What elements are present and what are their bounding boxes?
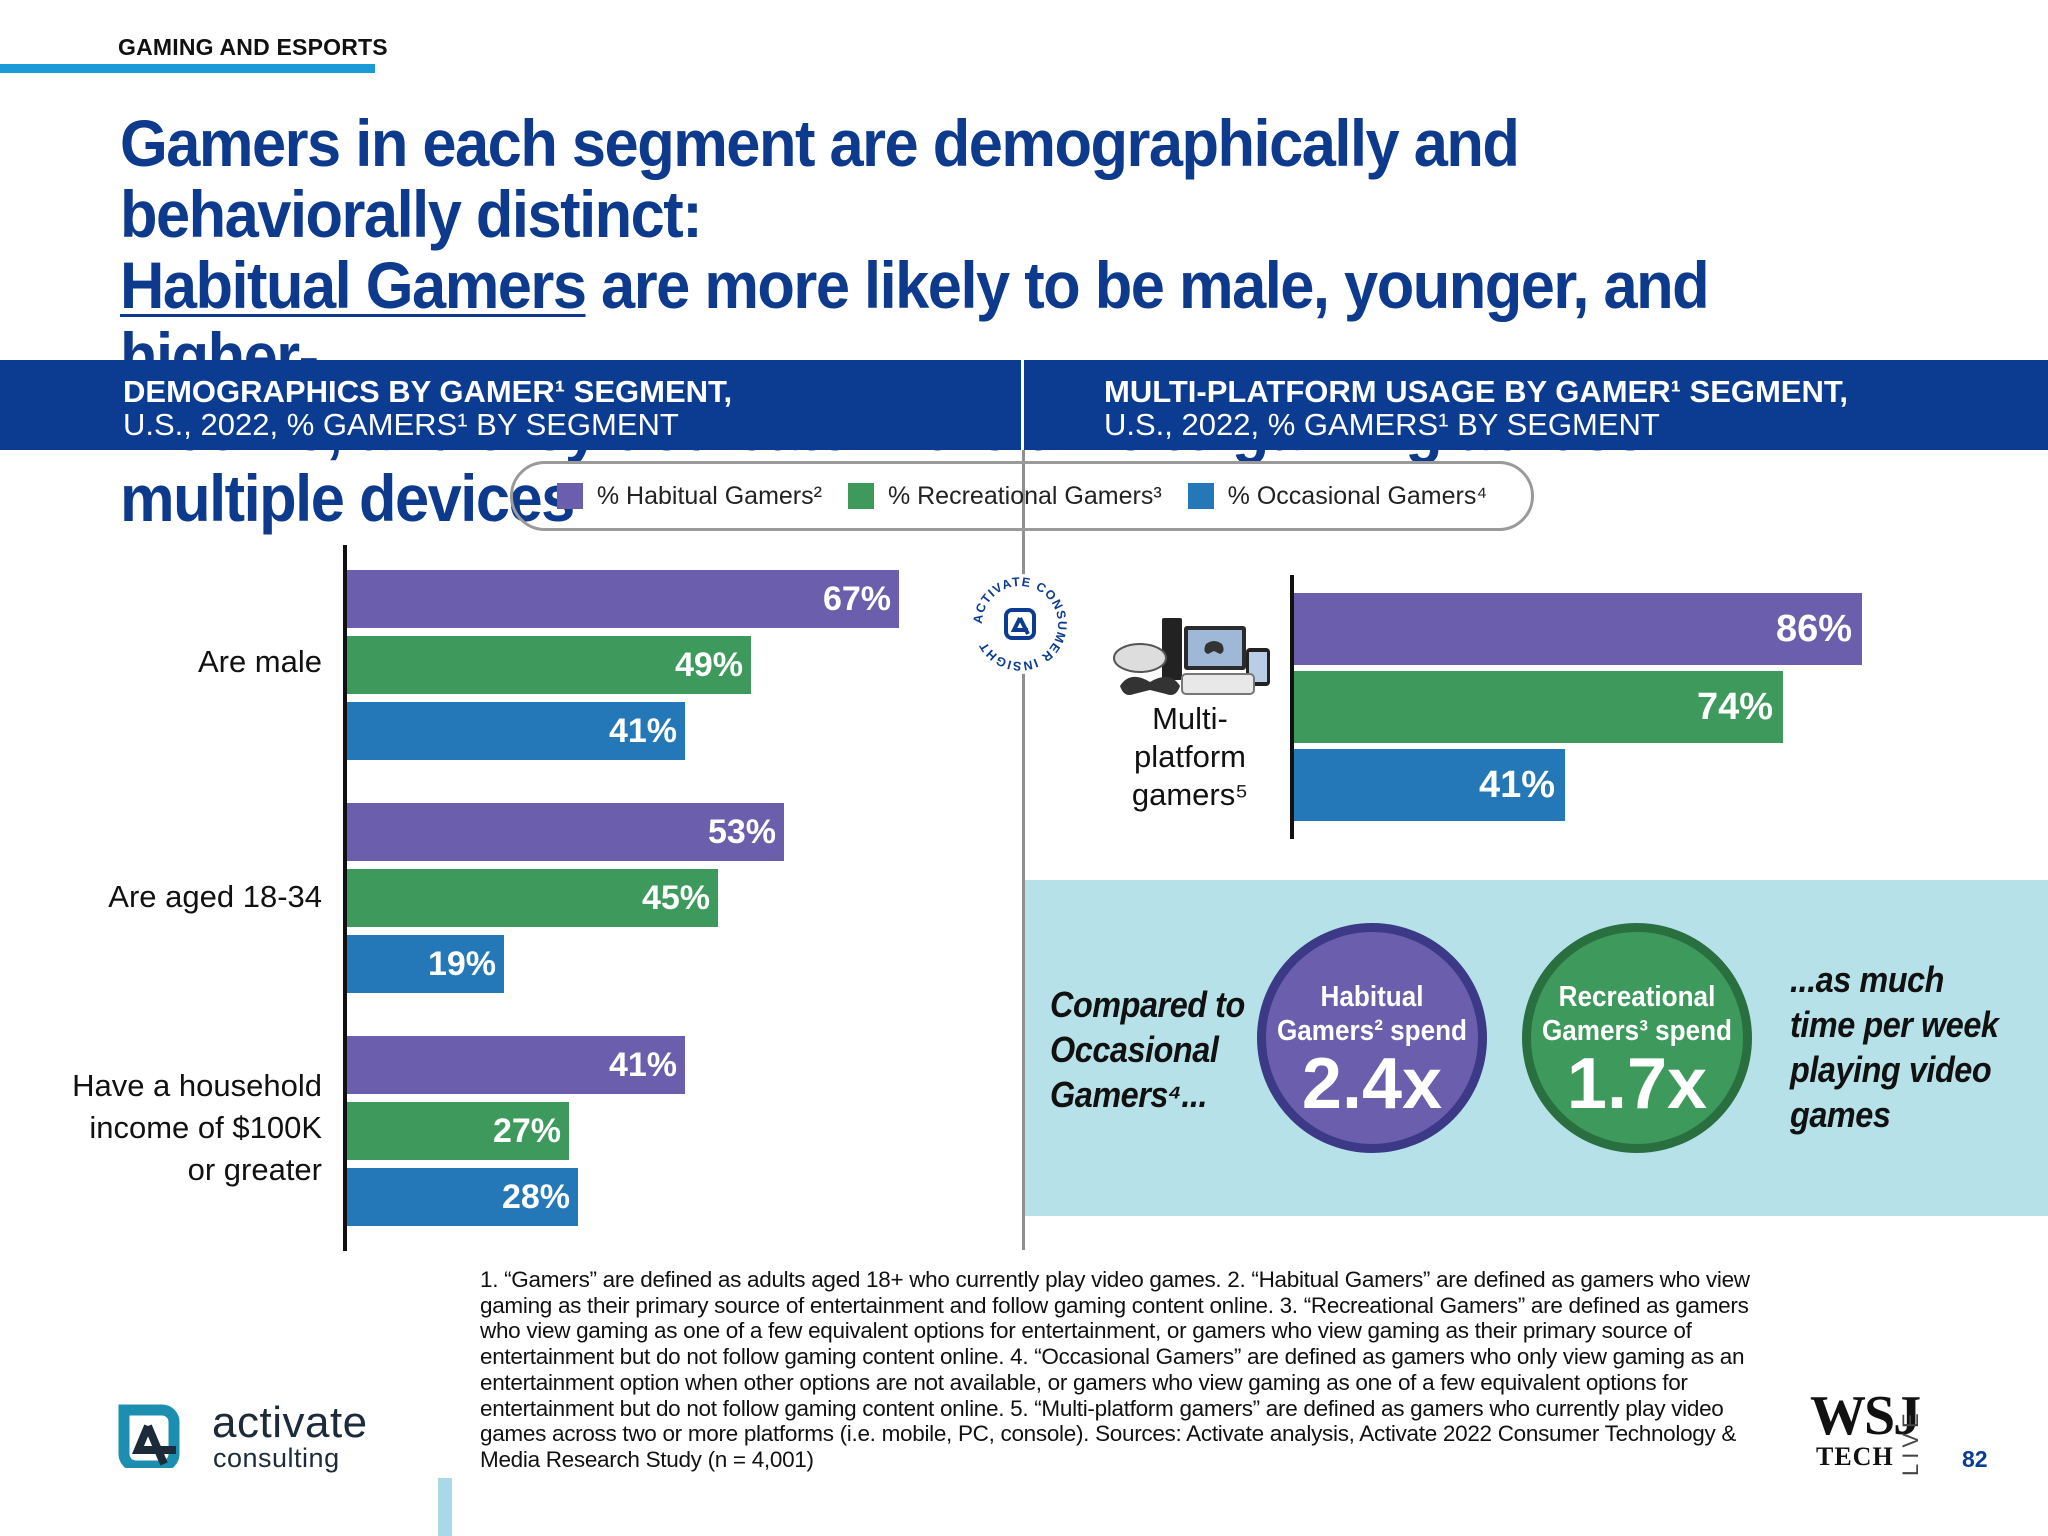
section-tag: GAMING AND ESPORTS (118, 34, 388, 60)
recreational-circle-text: Recreational Gamers³ spend (1542, 980, 1733, 1048)
multiplatform-label-line-3: gamers⁵ (1131, 777, 1249, 812)
activate-consumer-insight-badge-icon: ACTIVATE CONSUMER INSIGHT (970, 574, 1070, 674)
category-label-3-line-1: Have a household (72, 1068, 322, 1103)
right-chart-subtitle: U.S., 2022, % GAMERS¹ BY SEGMENT (1104, 407, 1660, 442)
multiplatform-bar-recreational (1294, 671, 1783, 743)
left-chart-title-main: DEMOGRAPHICS BY GAMER¹ SEGMENT, (123, 374, 733, 409)
legend-swatch-habitual (556, 483, 583, 509)
bar-label-habitual-1: 67% (822, 580, 891, 618)
bar-habitual-2 (347, 803, 784, 861)
left-chart-title: DEMOGRAPHICS BY GAMER¹ SEGMENT, U.S., 20… (123, 375, 732, 441)
bar-recreational-3 (347, 1102, 569, 1160)
habitual-circle-line-1: Habitual (1320, 981, 1424, 1013)
habitual-circle-line-2: Gamers² spend (1276, 1015, 1468, 1047)
as-much-line-3: playing video (1790, 1049, 1992, 1090)
recreational-circle-line-1: Recreational (1558, 981, 1716, 1013)
habitual-circle-text: Habitual Gamers² spend (1277, 980, 1468, 1048)
activate-logo-icon (118, 1404, 180, 1468)
footnotes: 1. “Gamers” are defined as adults aged 1… (480, 1267, 1750, 1472)
bar-label-occasional-1: 41% (608, 712, 677, 750)
insight-as-much-text: ...as much time per week playing video g… (1790, 957, 1999, 1137)
gaming-devices-icon (1113, 618, 1270, 695)
legend-item-occasional: % Occasional Gamers⁴ (1187, 481, 1488, 511)
habitual-multiplier-value: 2.4x (1301, 1044, 1443, 1124)
headline-underlined-term: Habitual Gamers (120, 248, 587, 322)
compare-line-2: Occasional (1050, 1029, 1219, 1070)
legend-item-recreational: % Recreational Gamers³ (847, 481, 1162, 511)
category-label-2-line-1: Are aged 18-34 (108, 879, 322, 914)
band-divider (1021, 360, 1024, 450)
center-divider (1022, 450, 1025, 1250)
headline-line-1: Gamers in each segment are demographical… (120, 106, 1520, 251)
legend-label-habitual: % Habitual Gamers² (596, 481, 822, 510)
legend-item-habitual: % Habitual Gamers² (556, 481, 822, 511)
left-chart-subtitle: U.S., 2022, % GAMERS¹ BY SEGMENT (123, 407, 679, 442)
multiplatform-category-label: Multi- platform gamers⁵ (1085, 700, 1295, 814)
bar-label-habitual-2: 53% (707, 813, 776, 851)
multiplatform-bar-occasional (1294, 749, 1565, 821)
section-band (0, 360, 2048, 450)
category-label-1-line-1: Are male (197, 644, 322, 679)
bar-label-recreational-2: 45% (641, 879, 710, 917)
multiplatform-bar-label-habitual: 86% (1775, 608, 1852, 650)
bar-label-habitual-3: 41% (608, 1046, 677, 1084)
right-chart-title: MULTI-PLATFORM USAGE BY GAMER¹ SEGMENT, … (1104, 375, 1848, 441)
legend-swatch-recreational (847, 483, 874, 509)
as-much-line-4: games (1790, 1094, 1891, 1135)
category-label-1: Are male (40, 641, 322, 683)
bottom-accent-bar (438, 1478, 452, 1536)
legend-label-occasional: % Occasional Gamers⁴ (1227, 481, 1488, 510)
bar-occasional-3 (347, 1168, 578, 1226)
category-label-2: Are aged 18-34 (40, 876, 322, 918)
legend-swatch-occasional (1187, 483, 1214, 509)
section-tag-underline (0, 64, 375, 73)
as-much-line-2: time per week (1790, 1004, 1999, 1045)
logo-subtitle: consulting (213, 1443, 340, 1473)
multiplatform-label-line-2: platform (1134, 739, 1246, 774)
multiplatform-label-line-1: Multi- (1152, 701, 1228, 736)
bar-recreational-2 (347, 869, 718, 927)
bar-label-recreational-3: 27% (492, 1112, 561, 1150)
right-chart-axis (1290, 575, 1294, 839)
left-chart-axis (343, 545, 347, 1251)
category-label-3-line-3: or greater (187, 1152, 322, 1187)
category-label-3: Have a household income of $100K or greate… (40, 1065, 322, 1191)
bar-habitual-3 (347, 1036, 685, 1094)
bar-label-occasional-3: 28% (501, 1178, 570, 1216)
bar-habitual-1 (347, 570, 899, 628)
as-much-line-1: ...as much (1790, 959, 1944, 1000)
category-label-3-line-2: income of $100K (89, 1110, 322, 1145)
recreational-multiplier-circle: Recreational Gamers³ spend 1.7x (1522, 923, 1752, 1153)
logo-name: activate (212, 1398, 368, 1447)
insight-compare-text: Compared to Occasional Gamers⁴... (1050, 982, 1245, 1117)
bar-occasional-2 (347, 935, 504, 993)
habitual-multiplier-circle: Habitual Gamers² spend 2.4x (1257, 923, 1487, 1153)
bar-label-occasional-2: 19% (427, 945, 496, 983)
recreational-circle-line-2: Gamers³ spend (1541, 1015, 1733, 1047)
page-number: 82 (1962, 1446, 1988, 1472)
compare-line-3: Gamers⁴... (1050, 1074, 1207, 1115)
compare-line-1: Compared to (1050, 984, 1245, 1025)
multiplatform-bar-label-recreational: 74% (1696, 686, 1773, 728)
bar-label-recreational-1: 49% (674, 646, 743, 684)
wsj-live-label: LIVE (1898, 1408, 1923, 1476)
chart-legend: % Habitual Gamers² % Recreational Gamers… (510, 461, 1534, 531)
right-chart-title-main: MULTI-PLATFORM USAGE BY GAMER¹ SEGMENT, (1104, 374, 1848, 409)
recreational-multiplier-value: 1.7x (1566, 1044, 1708, 1124)
wsj-tech-label: TECH (1816, 1442, 1894, 1471)
bar-occasional-1 (347, 702, 685, 760)
bar-recreational-1 (347, 636, 751, 694)
multiplatform-bar-label-occasional: 41% (1478, 764, 1555, 806)
wsj-logo: WSJ (1810, 1385, 1921, 1447)
legend-label-recreational: % Recreational Gamers³ (887, 481, 1162, 510)
multiplatform-bar-habitual (1294, 593, 1862, 665)
